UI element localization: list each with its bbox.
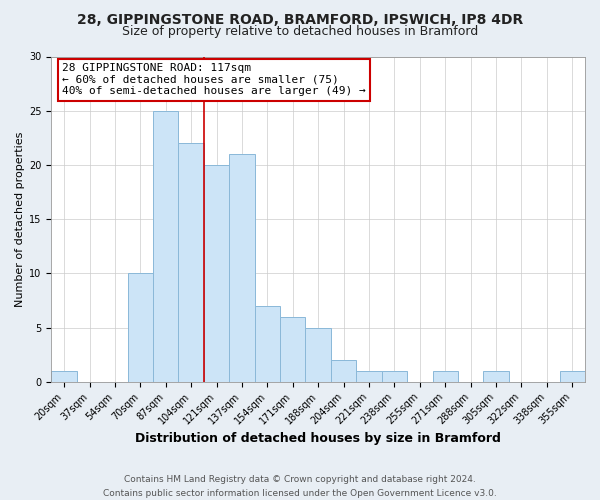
Bar: [254, 306, 280, 382]
Bar: [433, 371, 458, 382]
X-axis label: Distribution of detached houses by size in Bramford: Distribution of detached houses by size …: [135, 432, 501, 445]
Bar: [560, 371, 585, 382]
Bar: [280, 316, 305, 382]
Y-axis label: Number of detached properties: Number of detached properties: [15, 132, 25, 307]
Bar: [128, 274, 153, 382]
Bar: [484, 371, 509, 382]
Bar: [229, 154, 254, 382]
Bar: [382, 371, 407, 382]
Text: 28 GIPPINGSTONE ROAD: 117sqm
← 60% of detached houses are smaller (75)
40% of se: 28 GIPPINGSTONE ROAD: 117sqm ← 60% of de…: [62, 63, 366, 96]
Bar: [331, 360, 356, 382]
Bar: [178, 143, 204, 382]
Bar: [305, 328, 331, 382]
Bar: [153, 110, 178, 382]
Text: 28, GIPPINGSTONE ROAD, BRAMFORD, IPSWICH, IP8 4DR: 28, GIPPINGSTONE ROAD, BRAMFORD, IPSWICH…: [77, 12, 523, 26]
Text: Contains HM Land Registry data © Crown copyright and database right 2024.
Contai: Contains HM Land Registry data © Crown c…: [103, 476, 497, 498]
Bar: [52, 371, 77, 382]
Bar: [204, 165, 229, 382]
Bar: [356, 371, 382, 382]
Text: Size of property relative to detached houses in Bramford: Size of property relative to detached ho…: [122, 25, 478, 38]
